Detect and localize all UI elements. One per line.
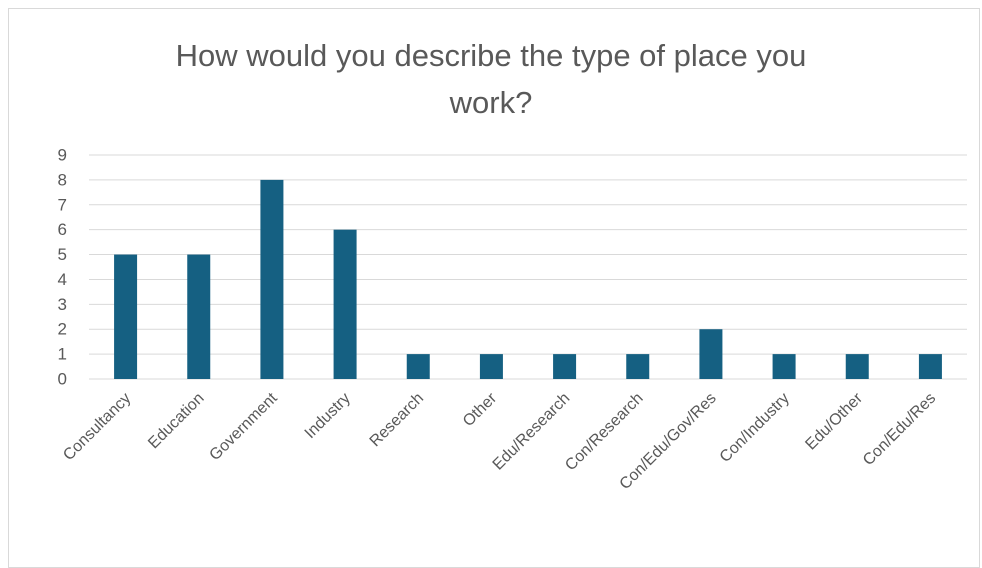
y-tick-label: 6 (58, 220, 67, 239)
y-tick-label: 8 (58, 170, 67, 189)
bar-government (260, 179, 284, 379)
y-tick-label: 4 (58, 270, 67, 289)
bar-industry (333, 229, 357, 379)
x-tick-label: Education (145, 390, 207, 452)
bar-other (479, 354, 503, 379)
chart-title-line-1: How would you describe the type of place… (175, 38, 807, 73)
bar-con-edu-res (918, 354, 942, 379)
y-tick-label: 9 (58, 146, 67, 165)
chart-area (8, 8, 980, 568)
y-tick-label: 5 (58, 245, 67, 264)
bar-edu-other (845, 354, 869, 379)
chart-title-line-2: work? (449, 85, 533, 120)
bar-con-research (626, 354, 650, 379)
x-tick-label: Government (206, 389, 281, 464)
bar-research (406, 354, 430, 379)
x-tick-label: Con/Research (562, 390, 646, 474)
y-tick-label: 7 (58, 195, 67, 214)
chart-title: How would you describe the type of place… (0, 0, 982, 140)
y-tick-label: 3 (58, 295, 67, 314)
y-tick-label: 1 (58, 345, 67, 364)
x-tick-label: Consultancy (60, 390, 134, 464)
y-tick-label: 0 (58, 370, 67, 389)
bar-education (187, 254, 211, 379)
bar-con-industry (772, 354, 796, 379)
x-tick-label: Con/Edu/Res (860, 390, 939, 469)
y-tick-label: 2 (58, 320, 67, 339)
x-tick-label: Industry (302, 390, 354, 442)
bar-consultancy (114, 254, 138, 379)
bar-con-edu-gov-res (699, 329, 723, 379)
x-tick-label: Con/Industry (717, 390, 793, 466)
x-tick-label: Other (460, 389, 501, 430)
x-tick-label: Edu/Other (802, 389, 866, 453)
x-tick-label: Edu/Research (490, 390, 574, 474)
bar-edu-research (553, 354, 577, 379)
x-tick-label: Research (367, 390, 427, 450)
